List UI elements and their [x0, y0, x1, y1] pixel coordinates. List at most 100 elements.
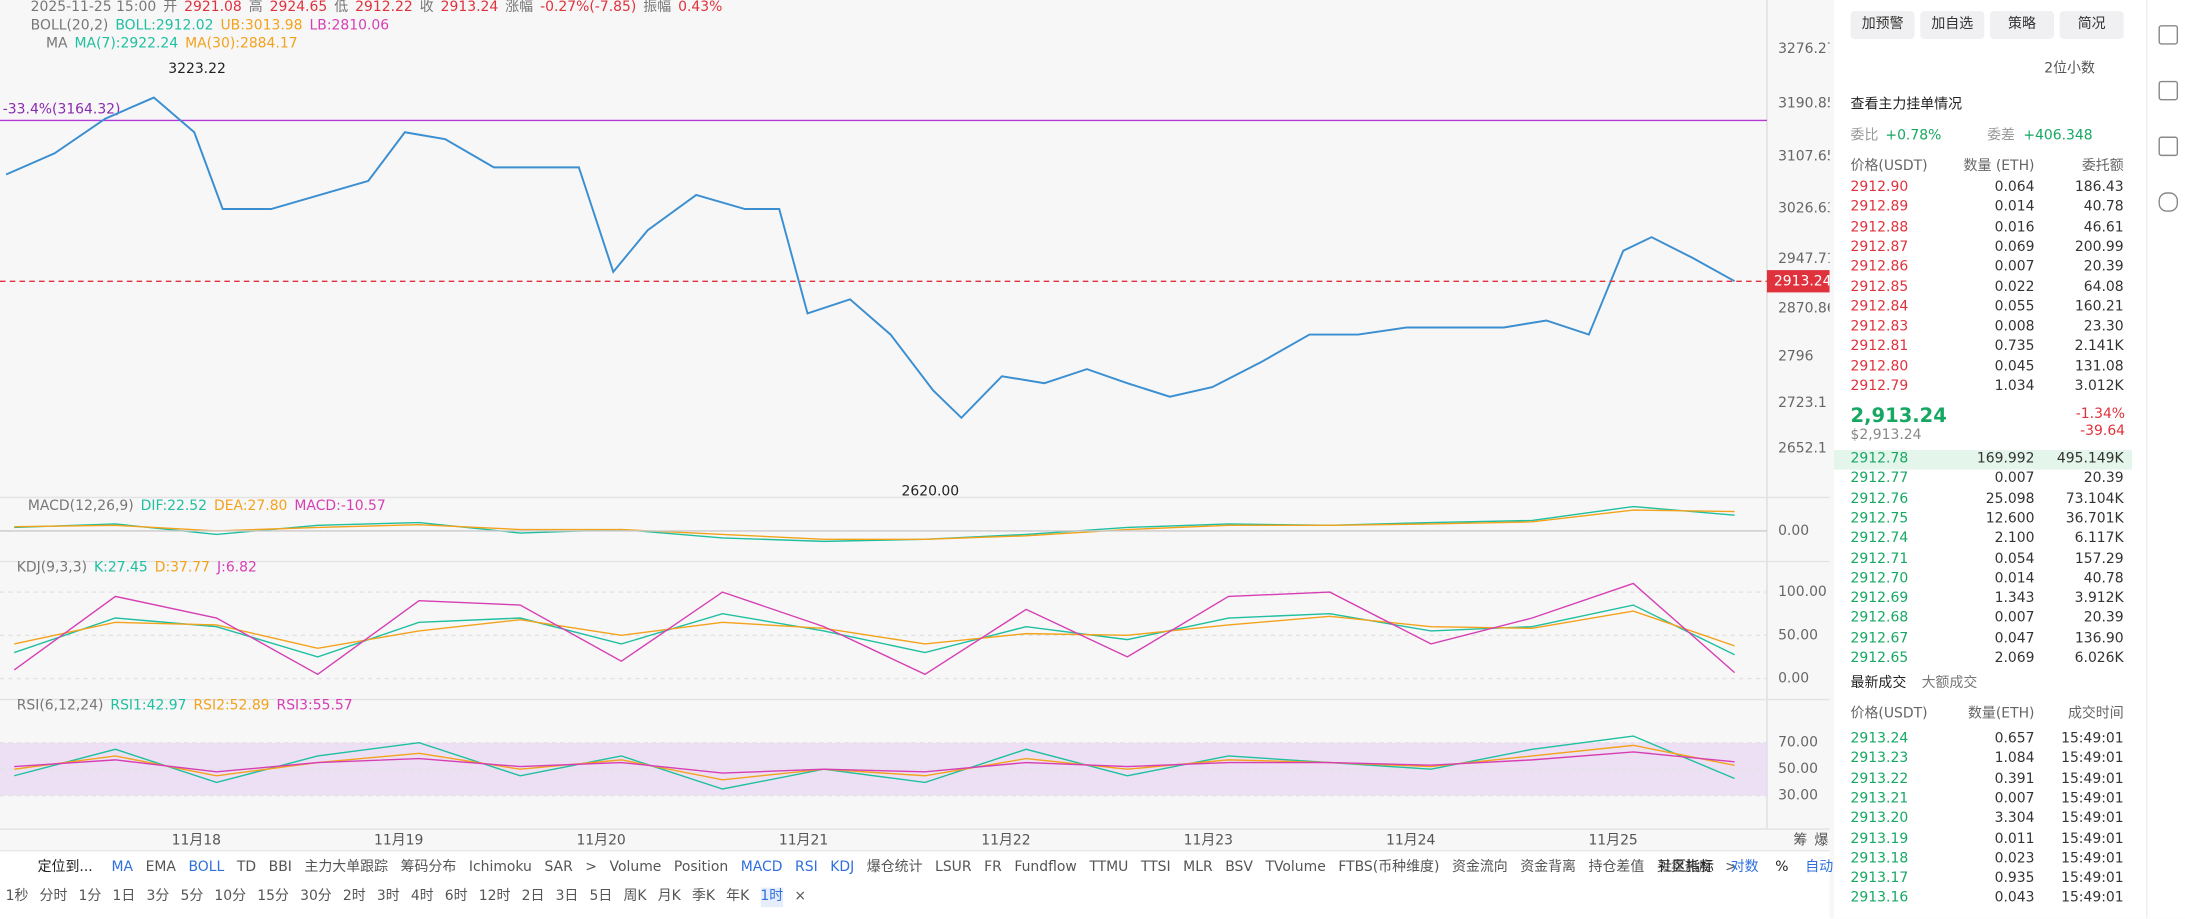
quantity: 0.043: [1994, 890, 2035, 907]
indicator-value: MA(7):2922.24: [74, 36, 179, 52]
icon[interactable]: [2158, 80, 2179, 101]
indicator-toggle[interactable]: TVolume: [1265, 859, 1326, 876]
indicator-toggle[interactable]: >: [585, 859, 598, 876]
indicator-toggle[interactable]: BOLL: [188, 859, 225, 876]
quantity: 0.657: [1994, 731, 2035, 747]
button-bg[interactable]: [1850, 11, 1915, 40]
indicator-toggle[interactable]: Position: [673, 859, 729, 876]
indicator-toggle[interactable]: FTBS(币种维度): [1338, 859, 1440, 876]
price: 2912.74: [1850, 531, 1909, 547]
indicator-toggle[interactable]: 筹码分布: [400, 859, 457, 876]
interval-option[interactable]: 4时: [410, 889, 434, 905]
indicator-toggle[interactable]: 资金流向: [1451, 859, 1508, 876]
button-bg[interactable]: [1920, 11, 1985, 40]
indicator-toggle[interactable]: Fundflow: [1014, 859, 1077, 876]
indicator-value: J:6.82: [217, 560, 257, 576]
button: 加自选: [1931, 16, 1974, 33]
button-bg[interactable]: [2059, 11, 2124, 40]
indicator-toggle[interactable]: KDJ: [830, 859, 855, 876]
interval-option[interactable]: 30分: [300, 889, 332, 905]
last-price: 2,913.24: [1850, 405, 1947, 428]
indicator-toggle[interactable]: Volume: [609, 859, 662, 876]
price: 2912.78: [1850, 451, 1909, 467]
column-header: 价格(USDT): [1850, 706, 1928, 722]
interval-option[interactable]: 2时: [342, 889, 366, 905]
interval-option[interactable]: 年K: [726, 889, 750, 905]
quantity: 0.008: [1994, 319, 2035, 335]
amount: 20.39: [2083, 259, 2124, 275]
button: 加预警: [1861, 16, 1904, 33]
quantity: 0.011: [1994, 831, 2035, 847]
indicator-toggle[interactable]: 资金背离: [1520, 859, 1576, 876]
amount: 200.99: [2074, 239, 2124, 255]
icon[interactable]: [2158, 136, 2179, 157]
y-tick-label: 3026.63: [1778, 201, 1830, 217]
interval-option[interactable]: 1分: [78, 889, 102, 905]
interval-option[interactable]: 1时: [760, 887, 784, 908]
indicator-toggle[interactable]: SAR: [544, 859, 573, 876]
field-value: 2921.08: [184, 0, 242, 16]
indicator-toggle[interactable]: TD: [236, 859, 257, 876]
interval-option[interactable]: 季K: [691, 889, 716, 905]
interval-option[interactable]: 3分: [146, 889, 170, 905]
amount: 160.21: [2074, 299, 2124, 315]
interval-option[interactable]: 5分: [180, 889, 204, 905]
amount: 73.104K: [2065, 491, 2124, 507]
toolbar-option[interactable]: 自动: [1805, 859, 1834, 876]
indicator-toggle[interactable]: Ichimoku: [468, 859, 532, 876]
indicator-toggle[interactable]: FR: [984, 859, 1002, 876]
indicator-toggle[interactable]: EMA: [145, 859, 176, 876]
indicator-toggle[interactable]: 买卖热度: [1656, 859, 1713, 876]
interval-option[interactable]: 6时: [444, 889, 468, 905]
toolbar-option[interactable]: 社区指标: [1658, 859, 1714, 876]
indicator-toggle[interactable]: LSUR: [935, 859, 972, 876]
toolbar-option[interactable]: %: [1775, 859, 1789, 876]
interval-option[interactable]: 1秒: [5, 889, 29, 905]
indicator-toggle[interactable]: BBI: [268, 859, 292, 876]
y-tick-label: 0.00: [1778, 523, 1809, 539]
indicator-toggle[interactable]: >: [1725, 859, 1737, 876]
interval-option[interactable]: 2日: [521, 889, 545, 905]
icon[interactable]: [2158, 192, 2179, 212]
amount: 15:49:01: [2061, 811, 2124, 827]
indicator-toggle[interactable]: TTMU: [1089, 859, 1129, 876]
interval-option[interactable]: 5日: [589, 889, 613, 905]
interval-option[interactable]: 周K: [623, 889, 647, 905]
interval-option[interactable]: 15分: [257, 889, 289, 905]
ref-label: -33.4%(3164.32): [3, 101, 121, 117]
amount: 6.117K: [2074, 531, 2124, 547]
y-tick-label: 3276.27: [1778, 41, 1830, 57]
indicator-value: RSI1:42.97: [110, 698, 187, 714]
indicator-value: MA(30):2884.17: [185, 36, 298, 52]
indicator-toggle[interactable]: BSV: [1225, 859, 1253, 876]
toolbar-option[interactable]: 对数: [1730, 859, 1759, 876]
indicator-toggle[interactable]: TTSI: [1140, 859, 1171, 876]
indicator-toggle[interactable]: 爆仓统计: [866, 859, 923, 876]
amount: 6.026K: [2074, 650, 2124, 667]
field-label: 涨幅: [505, 0, 534, 16]
indicator-toggle[interactable]: MA: [111, 859, 134, 876]
interval-option[interactable]: 1日: [112, 889, 136, 905]
interval-option[interactable]: 分时: [39, 889, 68, 905]
column-header: 委托额: [2081, 158, 2124, 175]
interval-option[interactable]: 10分: [214, 889, 247, 905]
interval-option[interactable]: 月K: [657, 889, 681, 905]
indicator-toggle[interactable]: MACD: [740, 859, 783, 876]
button-bg[interactable]: [1989, 11, 2055, 40]
column-header: 数量(ETH): [1967, 706, 2035, 722]
text-row: KDJ(9,3,3) K:27.45 D:37.77 J:6.82: [17, 559, 257, 579]
interval-option[interactable]: 3日: [555, 889, 579, 905]
indicator-toggle[interactable]: RSI: [795, 859, 818, 876]
interval-option[interactable]: 3时: [376, 889, 400, 905]
indicator-toggle[interactable]: 主力大单跟踪: [304, 859, 389, 876]
indicator-toggle[interactable]: 持仓差值: [1588, 859, 1645, 876]
interval-option[interactable]: ×: [794, 889, 807, 905]
icon[interactable]: [2158, 25, 2179, 45]
interval-option[interactable]: 12时: [478, 889, 511, 905]
amount: 40.78: [2083, 571, 2124, 587]
indicator-toggle[interactable]: MLR: [1183, 859, 1213, 876]
quantity: 0.064: [1994, 179, 2035, 196]
amount: 15:49:01: [2061, 890, 2124, 907]
x-tick-label: 11月18: [172, 832, 221, 848]
amount: 15:49:01: [2061, 871, 2124, 887]
